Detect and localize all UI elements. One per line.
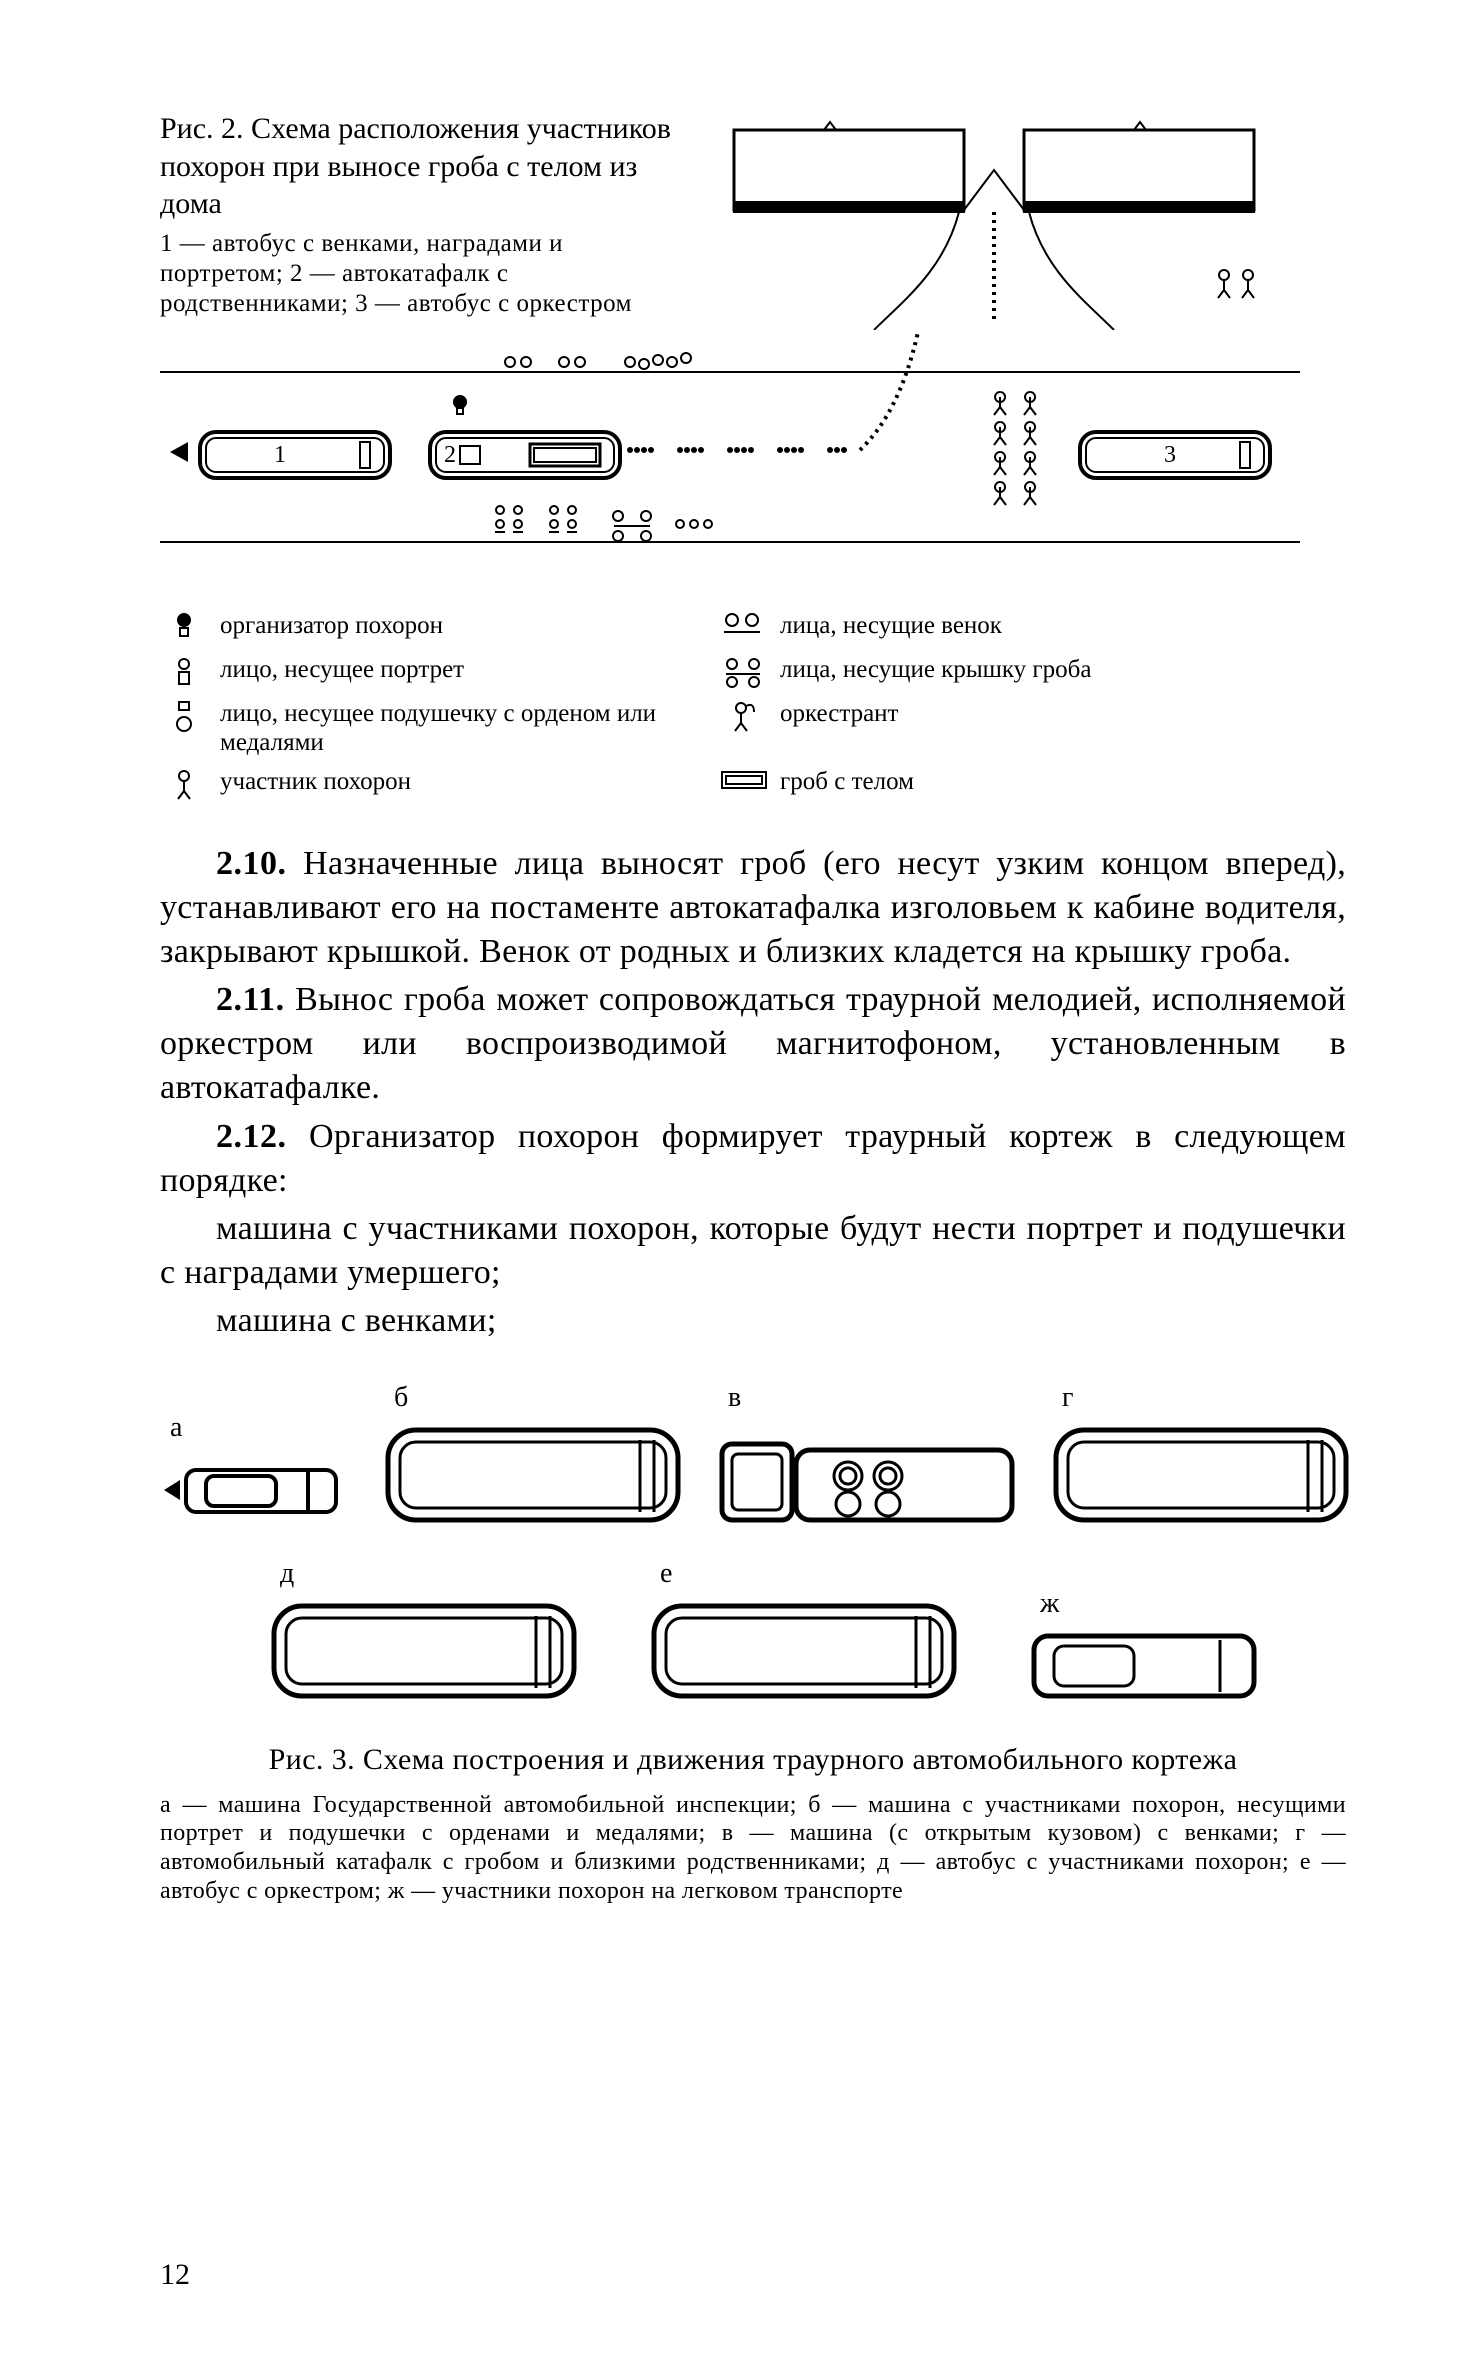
paragraph-text: машина с венками; xyxy=(216,1302,497,1339)
legend-item: лица, несущие крышку гроба xyxy=(720,656,1260,690)
section-number: 2.12. xyxy=(216,1118,287,1155)
figure-3-item-v: в xyxy=(718,1382,1018,1530)
figure-2-legend: организатор похорон лица, несущие венок … xyxy=(160,612,1346,802)
vehicle-icon xyxy=(1030,1626,1260,1706)
legend-icon-wreath-pair xyxy=(720,612,768,640)
figure-3-label: ж xyxy=(1030,1588,1059,1620)
legend-icon-portrait xyxy=(160,656,208,690)
legend-text: лицо, несущее подушечку с орденом или ме… xyxy=(220,700,680,758)
bus-1-label: 1 xyxy=(274,442,286,468)
figure-3-item-g: г xyxy=(1052,1382,1352,1530)
legend-text: участник похорон xyxy=(220,768,680,797)
legend-text: лицо, несущее портрет xyxy=(220,656,680,685)
paragraph-text: Организатор похорон формирует траурный к… xyxy=(160,1118,1346,1199)
figure-3-label: е xyxy=(650,1558,672,1590)
figure-2: Рис. 2. Схема расположения участников по… xyxy=(160,110,1346,802)
figure-2-caption-main: Рис. 2. Схема расположения участников по… xyxy=(160,112,671,220)
bus-2-label: 2 xyxy=(444,442,456,468)
legend-item: лицо, несущее портрет xyxy=(160,656,680,690)
legend-text: организатор похорон xyxy=(220,612,680,641)
legend-item: лицо, несущее подушечку с орденом или ме… xyxy=(160,700,680,758)
legend-icon-medal xyxy=(160,700,208,738)
legend-icon-musician xyxy=(720,700,768,734)
legend-text: оркестрант xyxy=(780,700,1260,729)
paragraph-text: машина с участниками похорон, которые бу… xyxy=(160,1210,1346,1291)
paragraph: 2.10. Назначенные лица выносят гроб (его… xyxy=(160,842,1346,975)
figure-3-item-d: д xyxy=(270,1558,580,1706)
vehicle-icon xyxy=(384,1420,684,1530)
paragraph: 2.12. Организатор похорон формирует трау… xyxy=(160,1115,1346,1203)
figure-3-caption: Рис. 3. Схема построения и движения трау… xyxy=(160,1740,1346,1779)
vehicle-icon xyxy=(160,1450,350,1530)
page-number: 12 xyxy=(160,2258,190,2292)
legend-text: лица, несущие венок xyxy=(780,612,1260,641)
figure-3-item-b: б xyxy=(384,1382,684,1530)
figure-3-label: б xyxy=(384,1382,408,1414)
figure-3-item-a: а xyxy=(160,1412,350,1530)
vehicle-icon xyxy=(1052,1420,1352,1530)
legend-icon-participant xyxy=(160,768,208,802)
figure-3-item-e: е xyxy=(650,1558,960,1706)
figure-2-houses xyxy=(704,110,1304,330)
section-number: 2.11. xyxy=(216,981,285,1018)
page: Рис. 2. Схема расположения участников по… xyxy=(0,0,1476,2362)
figure-3-label: в xyxy=(718,1382,741,1414)
legend-icon-coffin xyxy=(720,768,768,792)
bus-3-label: 3 xyxy=(1164,442,1176,468)
legend-item: участник похорон xyxy=(160,768,680,802)
body-text: 2.10. Назначенные лица выносят гроб (его… xyxy=(160,842,1346,1344)
paragraph: машина с участниками похорон, которые бу… xyxy=(160,1207,1346,1295)
legend-text: лица, несущие крышку гроба xyxy=(780,656,1260,685)
paragraph-text: Вынос гроба может сопровождаться траурно… xyxy=(160,981,1346,1106)
figure-3-label: а xyxy=(160,1412,182,1444)
paragraph-text: Назначенные лица выносят гроб (его несут… xyxy=(160,845,1346,970)
legend-item: организатор похорон xyxy=(160,612,680,646)
section-number: 2.10. xyxy=(216,845,287,882)
paragraph: 2.11. Вынос гроба может сопровождаться т… xyxy=(160,978,1346,1111)
legend-item: лица, несущие венок xyxy=(720,612,1260,646)
figure-2-caption-sub: 1 — автобус с венками, наградами и портр… xyxy=(160,229,680,319)
figure-3-item-zh: ж xyxy=(1030,1588,1260,1706)
figure-3-label: г xyxy=(1052,1382,1073,1414)
paragraph: машина с венками; xyxy=(160,1299,1346,1343)
figure-3-subcaption: а — машина Государственной автомобильной… xyxy=(160,1791,1346,1906)
figure-3: а б в xyxy=(160,1382,1346,1906)
figure-2-procession: 1 2 xyxy=(160,332,1300,582)
legend-text: гроб с телом xyxy=(780,768,1260,797)
figure-3-label: д xyxy=(270,1558,294,1590)
vehicle-icon xyxy=(270,1596,580,1706)
legend-item: оркестрант xyxy=(720,700,1260,758)
figure-2-caption: Рис. 2. Схема расположения участников по… xyxy=(160,110,680,319)
legend-item: гроб с телом xyxy=(720,768,1260,802)
legend-icon-organizer xyxy=(160,612,208,646)
vehicle-icon xyxy=(718,1420,1018,1530)
legend-icon-lid-carriers xyxy=(720,656,768,690)
vehicle-icon xyxy=(650,1596,960,1706)
